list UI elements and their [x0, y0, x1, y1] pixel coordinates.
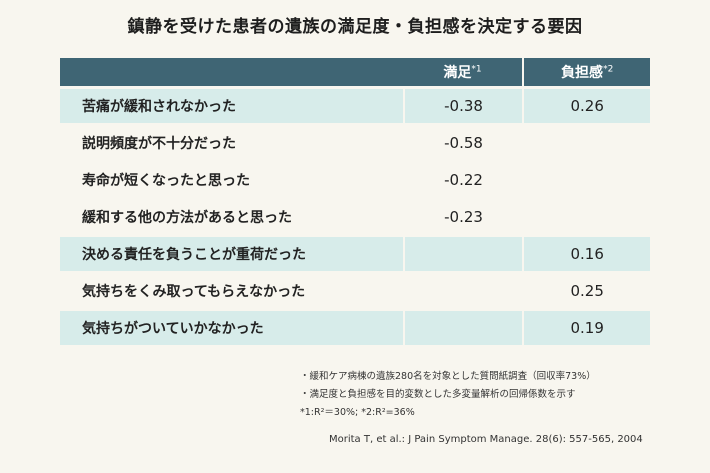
- header-satisfaction-note: *1: [471, 64, 482, 75]
- table-header-row: 満足*1 負担感*2: [60, 58, 650, 86]
- page-title: 鎮静を受けた患者の遺族の満足度・負担感を決定する要因: [127, 17, 583, 37]
- row-label: 緩和する他の方法があると思った: [60, 197, 403, 234]
- table-row: 決める責任を負うことが重荷だった 0.16: [60, 234, 650, 271]
- table-row: 苦痛が緩和されなかった -0.38 0.26: [60, 86, 650, 123]
- table-row: 説明頻度が不十分だった -0.58: [60, 123, 650, 160]
- row-label: 苦痛が緩和されなかった: [60, 86, 403, 123]
- footnote: *1:R²＝30%; *2:R²=36%: [300, 407, 415, 418]
- row-label: 気持ちがついていかなかった: [60, 308, 403, 345]
- row-label: 寿命が短くなったと思った: [60, 160, 403, 197]
- satisfaction-value: [402, 234, 525, 271]
- table-row: 寿命が短くなったと思った -0.22: [60, 160, 650, 197]
- row-label: 説明頻度が不十分だった: [60, 123, 403, 160]
- burden-value: [524, 197, 650, 234]
- header-burden: 負担感*2: [524, 58, 650, 86]
- burden-value: [524, 160, 650, 197]
- burden-value: 0.26: [524, 86, 650, 123]
- table-row: 緩和する他の方法があると思った -0.23: [60, 197, 650, 234]
- header-burden-note: *2: [603, 64, 614, 75]
- footnote: ・満足度と負担感を目的変数とした多変量解析の回帰係数を示す: [300, 389, 576, 400]
- table-row: 気持ちをくみ取ってもらえなかった 0.25: [60, 271, 650, 308]
- citation: Morita T, et al.: J Pain Symptom Manage.…: [329, 434, 643, 445]
- satisfaction-value: [402, 308, 525, 345]
- burden-value: 0.19: [524, 308, 650, 345]
- satisfaction-value: -0.22: [402, 160, 525, 197]
- header-burden-label: 負担感: [561, 65, 604, 81]
- satisfaction-value: -0.38: [402, 86, 525, 123]
- satisfaction-value: -0.58: [402, 123, 525, 160]
- footnote: ・緩和ケア病棟の遺族280名を対象とした質問紙調査（回収率73%）: [300, 371, 596, 382]
- row-label: 決める責任を負うことが重荷だった: [60, 234, 403, 271]
- burden-value: 0.25: [524, 271, 650, 308]
- satisfaction-value: [402, 271, 525, 308]
- satisfaction-value: -0.23: [402, 197, 525, 234]
- burden-value: 0.16: [524, 234, 650, 271]
- table-row: 気持ちがついていかなかった 0.19: [60, 308, 650, 345]
- row-label: 気持ちをくみ取ってもらえなかった: [60, 271, 403, 308]
- results-table: 満足*1 負担感*2 苦痛が緩和されなかった -0.38 0.26 説明頻度が不…: [60, 58, 650, 345]
- burden-value: [524, 123, 650, 160]
- header-satisfaction: 満足*1: [402, 58, 525, 86]
- header-label-cell: [60, 58, 403, 86]
- header-satisfaction-label: 満足: [443, 65, 472, 81]
- footnotes: ・緩和ケア病棟の遺族280名を対象とした質問紙調査（回収率73%） ・満足度と負…: [300, 368, 596, 422]
